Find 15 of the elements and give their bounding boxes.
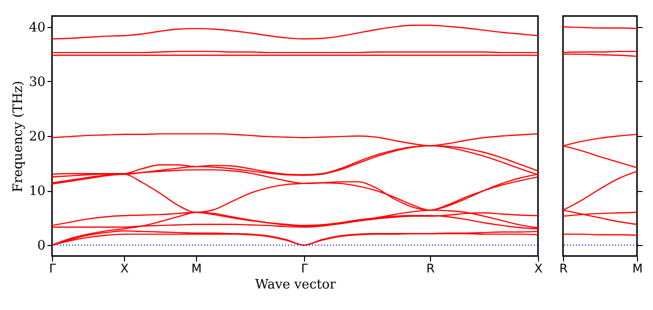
x-tick-label: R (426, 262, 435, 276)
y-axis-title: Frequency (THz) (10, 80, 26, 192)
x-axis-title: Wave vector (255, 278, 337, 292)
y-tick-label: 0 (37, 238, 46, 254)
y-tick-label: 10 (28, 184, 46, 200)
x-tick-label: X (534, 262, 543, 276)
y-tick-label: 30 (28, 74, 46, 90)
y-tick-label: 20 (28, 130, 46, 144)
x-tick-label: R (559, 262, 568, 276)
x-tick-label: M (191, 262, 202, 276)
x-tick-label: X (120, 262, 129, 276)
x-tick-label: Γ (49, 262, 56, 276)
x-tick-label: M (632, 262, 643, 276)
y-tick-label: 40 (28, 20, 46, 36)
x-tick-label: Γ (301, 262, 308, 276)
